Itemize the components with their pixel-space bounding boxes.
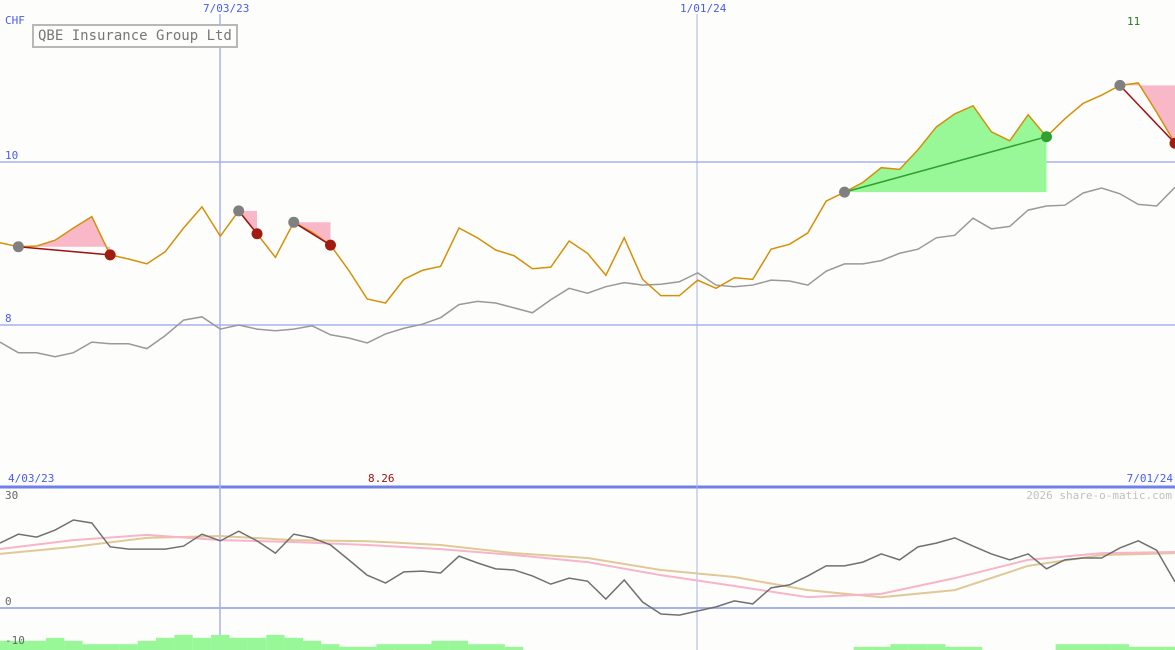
histogram-bar bbox=[174, 634, 193, 650]
exit-marker bbox=[104, 249, 116, 261]
currency-label: CHF bbox=[5, 14, 25, 27]
entry-marker bbox=[12, 241, 24, 253]
histogram-bar bbox=[247, 637, 267, 650]
signal-line bbox=[844, 136, 1047, 193]
histogram-bar bbox=[211, 634, 230, 650]
signal-line bbox=[18, 246, 111, 256]
ma-slow-line bbox=[0, 535, 1175, 599]
compare-line bbox=[0, 186, 1175, 358]
exit-marker bbox=[251, 228, 263, 240]
exit-marker bbox=[1169, 137, 1175, 149]
histogram-bar bbox=[1092, 644, 1111, 650]
ma-fast-line bbox=[0, 533, 1175, 599]
exit-marker bbox=[1040, 131, 1052, 143]
histogram-bar bbox=[0, 640, 10, 650]
histogram-bar bbox=[1074, 644, 1093, 650]
histogram-bar bbox=[9, 640, 28, 650]
histogram-bar bbox=[1110, 644, 1130, 650]
entry-marker bbox=[288, 216, 300, 228]
histogram-bar bbox=[357, 646, 377, 650]
signal-line bbox=[1119, 84, 1175, 144]
histogram-bar bbox=[119, 644, 138, 650]
histogram-bar bbox=[945, 646, 964, 650]
histogram-bar bbox=[27, 640, 46, 650]
histogram-bar bbox=[64, 640, 83, 650]
x-tick-top-1: 7/03/23 bbox=[203, 2, 250, 15]
histogram-bar bbox=[394, 644, 414, 650]
histogram-bar bbox=[321, 644, 340, 650]
y-tick-8: 8 bbox=[5, 312, 12, 325]
price-line bbox=[0, 82, 1175, 304]
histogram-bar bbox=[376, 644, 395, 650]
low-price-label: 8.26 bbox=[368, 472, 395, 485]
histogram-bar bbox=[486, 644, 505, 650]
x-tick-top-2: 1/01/24 bbox=[680, 2, 727, 15]
y-tick-10: 10 bbox=[5, 149, 19, 162]
histogram-bar bbox=[468, 644, 487, 650]
histogram-bar bbox=[890, 644, 909, 650]
histogram-bar bbox=[413, 644, 432, 650]
histogram-bar bbox=[229, 637, 248, 650]
histogram-bar bbox=[504, 646, 524, 650]
histogram-bar bbox=[1055, 644, 1075, 650]
signal-fill bbox=[844, 105, 1047, 193]
ind-tick-0: 0 bbox=[5, 595, 12, 608]
signal-fill bbox=[18, 216, 111, 255]
histogram-bar bbox=[872, 646, 891, 650]
histogram-bar bbox=[908, 644, 928, 650]
histogram-bar bbox=[266, 634, 285, 650]
histogram-bar bbox=[431, 640, 450, 650]
histogram-bar bbox=[963, 646, 983, 650]
histogram-bar bbox=[927, 644, 946, 650]
x-tick-bottom-end: 7/01/24 bbox=[1126, 472, 1173, 485]
histogram-bar bbox=[284, 637, 303, 650]
histogram-bar bbox=[1147, 646, 1166, 650]
ind-tick-minus10: -10 bbox=[5, 634, 25, 647]
histogram-bar bbox=[302, 640, 322, 650]
chart-title: QBE Insurance Group Ltd bbox=[32, 24, 238, 48]
x-tick-bottom-start: 4/03/23 bbox=[8, 472, 55, 485]
histogram-bar bbox=[339, 646, 359, 650]
histogram-bar bbox=[82, 644, 101, 650]
histogram-bar bbox=[853, 646, 873, 650]
ind-tick-30: 30 bbox=[5, 489, 19, 502]
entry-marker bbox=[839, 186, 851, 198]
histogram-bar bbox=[156, 637, 175, 650]
entry-marker bbox=[233, 205, 245, 217]
signal-line bbox=[293, 221, 331, 246]
histogram-bar bbox=[100, 644, 120, 650]
signal-fill bbox=[1119, 82, 1175, 144]
last-price-label: 11 bbox=[1127, 15, 1141, 28]
signal-fill bbox=[293, 222, 331, 246]
histogram-bar bbox=[1165, 646, 1175, 650]
histogram-bar bbox=[1129, 646, 1148, 650]
histogram-bar bbox=[449, 640, 469, 650]
histogram-bar bbox=[192, 637, 212, 650]
watermark: 2026 share-o-matic.com bbox=[1026, 489, 1172, 502]
histogram-bar bbox=[45, 637, 65, 650]
exit-marker bbox=[324, 239, 336, 251]
indicator-line bbox=[0, 519, 1175, 616]
histogram-bar bbox=[137, 640, 157, 650]
entry-marker bbox=[1114, 79, 1126, 91]
